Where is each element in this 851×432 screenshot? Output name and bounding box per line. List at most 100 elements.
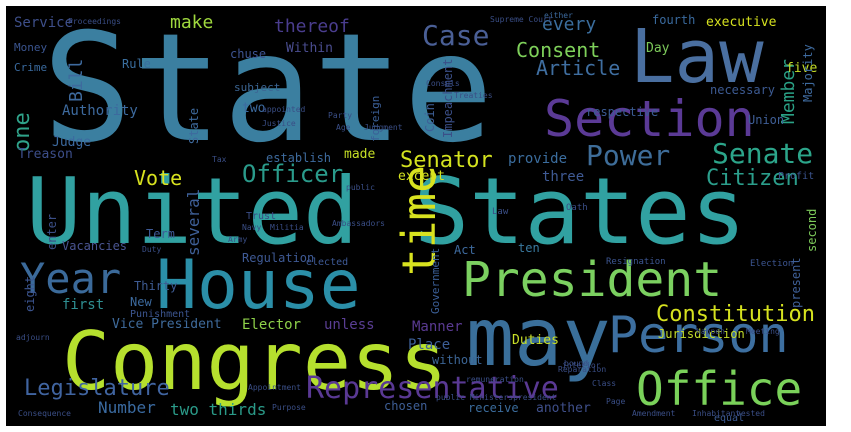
word: Union xyxy=(748,113,785,127)
word: Oath xyxy=(566,203,588,213)
word: first xyxy=(62,297,105,313)
word: Ambassadors xyxy=(332,219,385,228)
word: Judge xyxy=(52,135,92,150)
word: three xyxy=(542,169,585,185)
word: New xyxy=(130,295,152,309)
word: President xyxy=(462,252,723,308)
word: Vacancies xyxy=(62,239,128,253)
word: several xyxy=(184,188,203,256)
word: Article xyxy=(536,56,621,80)
word: Senate xyxy=(712,137,814,170)
word: Election xyxy=(750,259,794,269)
word: appointed xyxy=(262,105,306,114)
word: Citizen xyxy=(706,166,799,191)
word: executive xyxy=(706,15,777,30)
word: eight xyxy=(23,275,37,312)
word: Justice xyxy=(262,119,296,128)
word: Army xyxy=(228,235,248,244)
word: made xyxy=(344,147,376,162)
word: happen xyxy=(696,327,725,336)
word: Impeachment xyxy=(441,58,455,138)
word: every xyxy=(542,14,597,35)
word: fourth xyxy=(652,13,696,27)
word: Meeting xyxy=(746,327,780,336)
word: Class xyxy=(592,379,617,388)
word: Profit xyxy=(778,171,815,182)
word: Office xyxy=(636,362,803,416)
word: House xyxy=(156,246,361,325)
word: bound xyxy=(564,359,589,368)
word: Majority xyxy=(801,44,815,102)
word: Duty xyxy=(142,245,162,254)
word: Militia xyxy=(270,223,304,232)
word: Resignation xyxy=(606,257,666,267)
word: Jurisdiction xyxy=(658,327,745,341)
word: Number xyxy=(98,398,156,417)
word: Act xyxy=(454,243,476,257)
word: Appointment xyxy=(248,383,301,392)
word: Power xyxy=(586,139,671,172)
word: Consent xyxy=(516,38,601,62)
word: inferior xyxy=(562,361,601,370)
word: Amendment xyxy=(632,409,676,418)
word: State xyxy=(42,6,494,176)
word: Service xyxy=(14,15,74,31)
word: chosen xyxy=(384,399,428,413)
word: Punishment xyxy=(130,309,191,320)
word: Treaties xyxy=(454,91,493,100)
word: chuse xyxy=(230,47,267,61)
word: two thirds xyxy=(170,400,267,419)
word: respective xyxy=(586,105,659,119)
word: Elector xyxy=(242,317,302,333)
word: Legislature xyxy=(24,376,170,401)
word: public xyxy=(346,183,375,192)
word: second xyxy=(805,208,819,252)
word: elected xyxy=(306,257,349,268)
word: thereof xyxy=(274,16,350,37)
word: except xyxy=(398,169,445,184)
word: without xyxy=(432,353,483,367)
word: Tax xyxy=(212,155,227,164)
word: Supreme Court xyxy=(490,15,553,24)
word: unless xyxy=(324,317,375,333)
word: either xyxy=(544,11,573,20)
word: Section xyxy=(544,90,755,148)
word: ten xyxy=(518,241,540,255)
word: Party xyxy=(328,111,353,120)
word: Constitution xyxy=(656,302,815,327)
word: Person xyxy=(608,306,789,364)
word: Place xyxy=(408,337,451,353)
word: provide xyxy=(508,151,568,167)
word: Crime xyxy=(14,61,48,74)
word: Case xyxy=(422,19,490,52)
word: Authority xyxy=(62,103,138,119)
word: foreign xyxy=(369,95,382,142)
word: make xyxy=(170,12,214,33)
word: Rule xyxy=(122,57,151,71)
word: receive xyxy=(468,401,519,415)
word: Reparation xyxy=(558,365,607,374)
word: Law xyxy=(492,207,509,217)
word: necessary xyxy=(710,83,776,97)
word: Manner xyxy=(412,319,463,335)
word: Law xyxy=(630,14,764,100)
word: Officer xyxy=(242,160,344,188)
word: Day xyxy=(646,41,670,56)
word: two xyxy=(242,101,266,116)
word: Judgment xyxy=(364,123,403,132)
word: Consequence xyxy=(18,409,71,418)
word: Vote xyxy=(134,166,183,190)
word: Coin xyxy=(423,103,437,132)
word: Government xyxy=(429,247,442,314)
word: Money xyxy=(14,41,48,54)
word: Consuls xyxy=(426,79,460,88)
word: Senator xyxy=(400,148,493,173)
word: public Ministerspresident xyxy=(436,393,557,402)
word: adjourn xyxy=(16,333,50,342)
word: equal xyxy=(714,413,745,424)
word: Inhabitant xyxy=(692,409,741,418)
word: Regulation xyxy=(242,251,315,265)
word: Representative xyxy=(306,371,559,406)
word-cloud-canvas: State United States Law Congress House P… xyxy=(6,6,826,426)
word: subject xyxy=(234,81,281,94)
